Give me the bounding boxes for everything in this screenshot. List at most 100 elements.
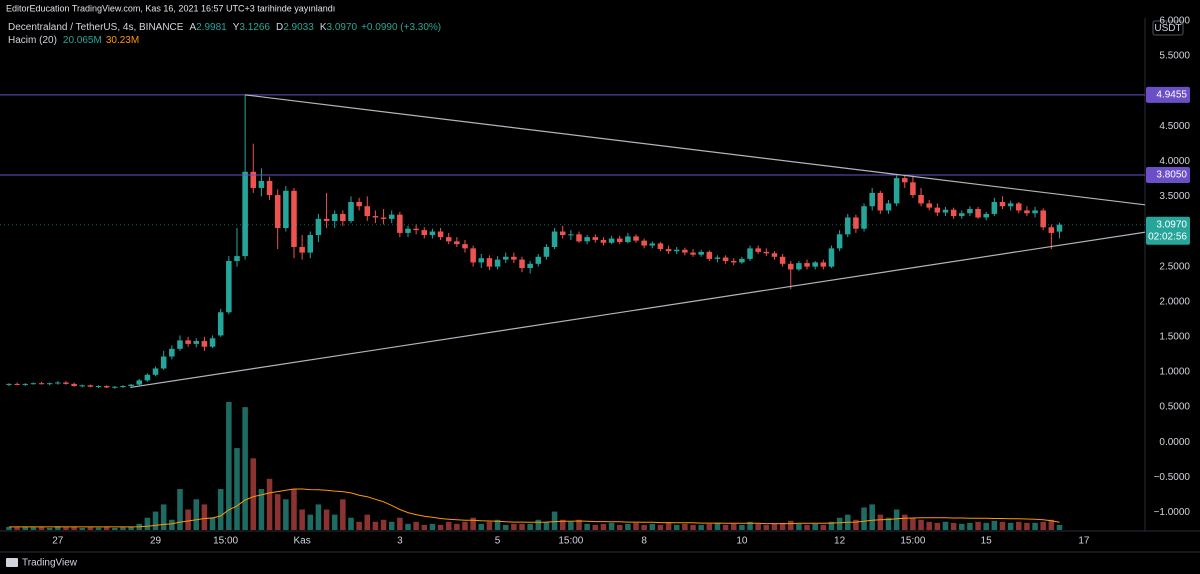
- candle-body: [511, 256, 517, 260]
- candles: [6, 94, 1063, 389]
- candle-body: [934, 207, 941, 213]
- candle-body: [331, 213, 338, 221]
- volume-bar: [698, 524, 704, 530]
- volume-bar: [1056, 524, 1063, 530]
- volume-bar: [112, 527, 118, 530]
- volume-bar: [1048, 519, 1055, 530]
- candle-body: [445, 237, 452, 242]
- volume-bar: [812, 523, 818, 530]
- volume-bar: [779, 522, 786, 530]
- x-tick-label: 5: [495, 536, 501, 547]
- candle-body: [779, 256, 786, 264]
- volume-bar: [421, 524, 428, 530]
- candle-body: [519, 259, 525, 269]
- volume-bar: [364, 514, 371, 530]
- legend-value: 3.1266: [239, 22, 270, 33]
- volume-bar: [551, 511, 558, 530]
- candle-body: [796, 263, 802, 270]
- volume-bar: [462, 521, 468, 530]
- volume-bar: [266, 478, 273, 530]
- volume-bar: [836, 517, 843, 530]
- candle-body: [918, 194, 924, 204]
- candle-body: [869, 192, 875, 207]
- volume-bar: [983, 522, 989, 530]
- candle-body: [6, 383, 12, 385]
- volume-bar: [331, 514, 338, 530]
- volume-bar: [975, 521, 981, 530]
- candle-body: [942, 209, 949, 213]
- volume-bar: [958, 523, 965, 530]
- footer-logo: TradingView: [6, 558, 78, 569]
- candle-body: [454, 241, 460, 245]
- candle-body: [1016, 203, 1022, 211]
- volume-bar: [910, 517, 916, 530]
- candle-body: [812, 262, 818, 267]
- legend-key: Y: [233, 22, 240, 33]
- volume-bar: [885, 517, 892, 530]
- candle-body: [46, 383, 53, 385]
- volume-bar: [128, 526, 134, 530]
- y-tick-label: 2.5000: [1159, 261, 1190, 272]
- volume-bar: [820, 524, 827, 530]
- volume-last: 20.065M: [63, 35, 102, 46]
- volume-bar: [625, 523, 631, 530]
- volume-bar: [942, 521, 949, 530]
- candle-body: [706, 251, 713, 259]
- y-tick-label: 4.0000: [1159, 156, 1190, 167]
- volume-bar: [160, 504, 167, 530]
- candle-body: [299, 246, 305, 253]
- candle-body: [250, 171, 257, 188]
- candle-body: [209, 338, 216, 347]
- candle-body: [307, 235, 314, 253]
- last-price-bg: [1146, 216, 1190, 245]
- candle-body: [730, 261, 737, 263]
- volume-name: Hacim (20): [8, 35, 57, 46]
- candle-body: [120, 386, 126, 388]
- volume-bar: [502, 524, 509, 530]
- candle-body: [177, 340, 183, 349]
- volume-bar: [429, 523, 436, 530]
- y-tick-label: 0.5000: [1159, 402, 1190, 413]
- candle-body: [893, 178, 900, 204]
- candle-body: [958, 213, 965, 217]
- candle-body: [1048, 227, 1055, 233]
- volume-bar: [144, 517, 151, 530]
- volume-bar: [6, 526, 12, 530]
- legend-value: 2.9033: [283, 22, 314, 33]
- candle-body: [274, 194, 281, 228]
- volume-bar: [568, 521, 574, 530]
- legend-key: A: [189, 22, 196, 33]
- candle-body: [787, 263, 794, 270]
- candle-body: [950, 209, 957, 217]
- y-tick-label: 5.5000: [1159, 51, 1190, 62]
- volume-bar: [641, 524, 647, 530]
- candle-body: [388, 214, 395, 219]
- volume-bar: [103, 527, 110, 530]
- candle-body: [22, 383, 29, 385]
- volume-bar: [527, 523, 533, 530]
- candle-body: [747, 248, 753, 259]
- candle-body: [71, 383, 77, 387]
- candle-body: [1007, 203, 1014, 207]
- volume-bar: [120, 527, 126, 530]
- volume-bar: [397, 517, 403, 530]
- legend-text: Decentraland / TetherUS, 4s, BINANCE A2.9…: [8, 22, 441, 33]
- volume-bar: [747, 521, 753, 530]
- candle-body: [152, 368, 159, 375]
- volume-bar: [79, 527, 86, 530]
- candle-body: [323, 218, 330, 221]
- volume-bar: [250, 458, 257, 530]
- currency-badge[interactable]: [1152, 20, 1184, 36]
- volume-bar: [967, 522, 973, 530]
- candle-body: [462, 244, 468, 249]
- volume-bar: [739, 524, 745, 530]
- candle-body: [527, 263, 533, 269]
- ohlc-legend: Decentraland / TetherUS, 4s, BINANCE A2.9…: [8, 22, 441, 33]
- candle-body: [437, 231, 444, 238]
- volume-bar: [193, 499, 200, 530]
- volume-bar: [519, 523, 525, 530]
- candle-body: [421, 230, 428, 236]
- candle-body: [234, 256, 240, 262]
- candle-body: [348, 202, 354, 221]
